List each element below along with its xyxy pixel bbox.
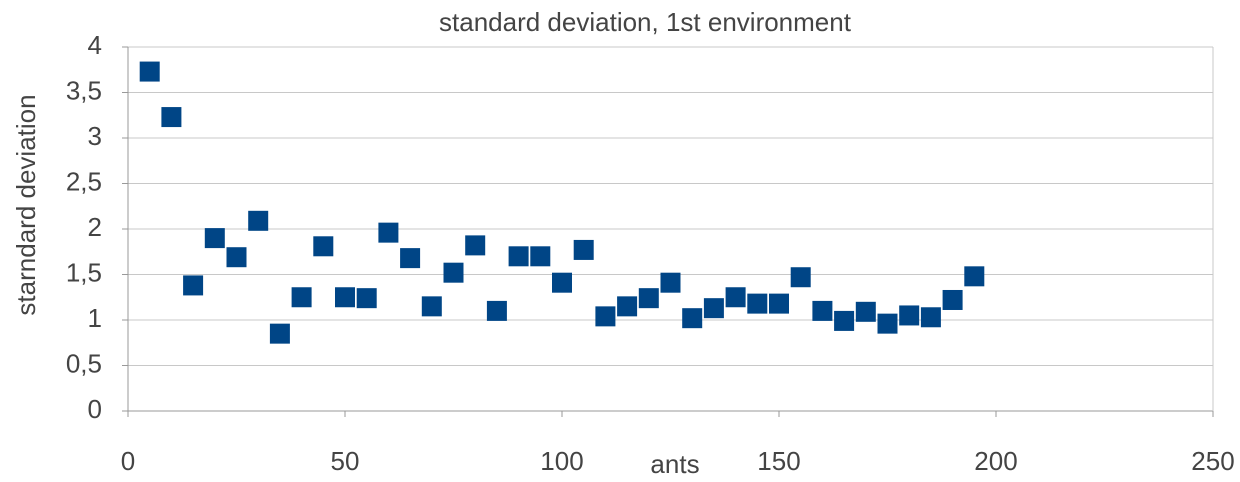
x-tick-label: 100	[540, 446, 583, 476]
point	[248, 210, 269, 231]
y-tick-label: 1,5	[66, 257, 102, 287]
y-tick-label: 1	[88, 303, 102, 333]
point	[942, 289, 963, 310]
point	[204, 228, 225, 249]
x-tick-label: 150	[757, 446, 800, 476]
point	[855, 301, 876, 322]
point	[508, 246, 529, 267]
point	[638, 288, 659, 309]
point	[291, 287, 312, 308]
y-tick-label: 0,5	[66, 348, 102, 378]
point	[443, 262, 464, 283]
point	[139, 61, 160, 82]
point	[877, 313, 898, 334]
y-tick-label: 0	[88, 394, 102, 424]
y-tick-label: 3,5	[66, 75, 102, 105]
y-axis-label: starndard deviation	[11, 94, 41, 315]
y-tick-label: 3	[88, 121, 102, 151]
y-tick-label: 2,5	[66, 166, 102, 196]
point	[335, 287, 355, 308]
y-tick-label: 4	[88, 30, 102, 60]
x-tick-label: 0	[121, 446, 135, 476]
point	[183, 275, 204, 296]
x-tick-label: 50	[331, 446, 360, 476]
x-tick-label: 250	[1191, 446, 1234, 476]
point	[703, 298, 724, 319]
point	[226, 247, 247, 268]
point	[552, 272, 572, 293]
point	[161, 107, 182, 128]
y-tick-label: 2	[88, 212, 102, 242]
point	[486, 300, 507, 321]
point	[790, 267, 811, 288]
point	[964, 266, 985, 287]
point	[269, 323, 290, 344]
point	[769, 293, 789, 314]
x-tick-label: 200	[974, 446, 1017, 476]
x-axis-label: ants	[650, 449, 699, 479]
point	[400, 248, 421, 269]
point	[660, 272, 681, 293]
point	[682, 308, 703, 329]
point	[899, 305, 920, 326]
point	[747, 293, 768, 314]
point	[617, 296, 638, 317]
point	[356, 288, 377, 309]
point	[530, 246, 551, 267]
point	[421, 296, 442, 317]
point	[573, 239, 594, 260]
point	[920, 307, 941, 328]
point	[812, 300, 833, 321]
point	[465, 235, 486, 256]
point	[595, 306, 616, 327]
point	[834, 310, 855, 331]
point	[725, 287, 746, 308]
point	[313, 236, 334, 257]
chart-title: standard deviation, 1st environment	[439, 7, 852, 37]
point	[378, 222, 399, 243]
